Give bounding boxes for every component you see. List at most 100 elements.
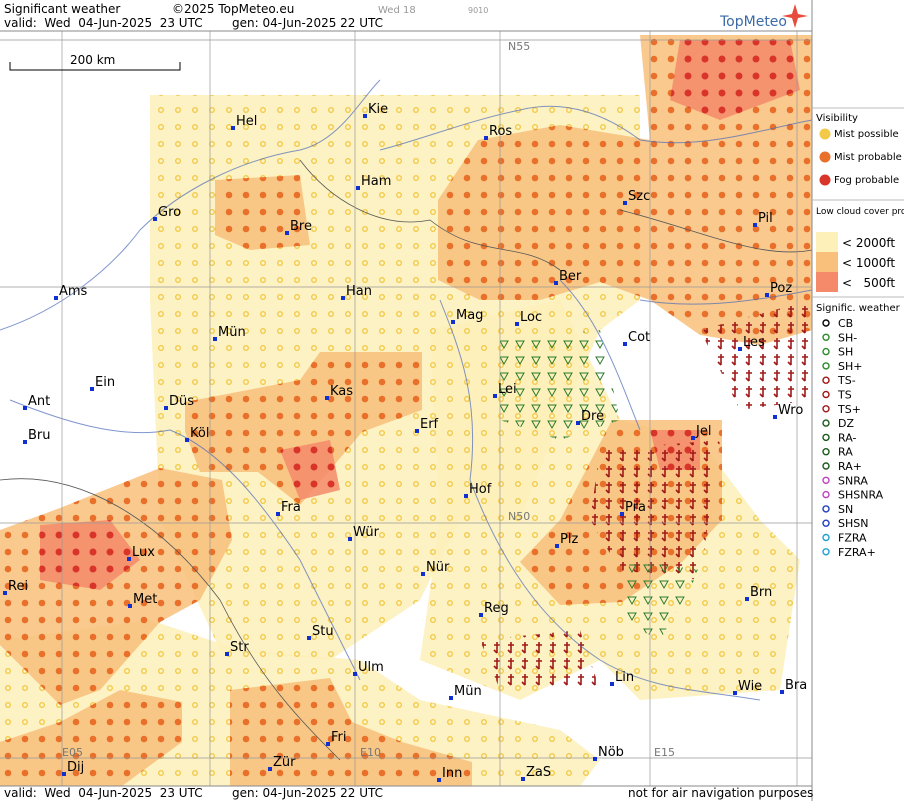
city-label: Loc	[520, 310, 542, 325]
city-marker	[90, 387, 94, 391]
logo-star	[782, 4, 808, 28]
weather-area	[230, 678, 472, 786]
grid-label: E15	[654, 746, 675, 759]
city-label: Reg	[484, 601, 509, 616]
city-label: Mün	[218, 325, 246, 340]
city-marker	[23, 440, 27, 444]
city-label: Ulm	[358, 660, 384, 675]
city-marker	[415, 429, 419, 433]
city-label: Ant	[28, 394, 50, 409]
city-label: Dre	[581, 409, 604, 424]
city-marker	[464, 494, 468, 498]
legend-label: SHSN	[838, 517, 868, 530]
legend-icon	[822, 548, 830, 556]
run: Wed 18	[378, 5, 416, 16]
legend-icon	[822, 490, 830, 499]
city-label: Wie	[738, 679, 762, 694]
scale-bar	[9, 62, 181, 71]
legend-swatch	[816, 272, 838, 292]
legend-icon	[822, 448, 830, 456]
city-label: Wür	[353, 525, 380, 540]
legend-icon	[822, 405, 830, 413]
city-marker	[276, 512, 280, 516]
city-marker	[225, 652, 229, 656]
city-marker	[620, 512, 624, 516]
legend-title: Visibility	[816, 113, 858, 124]
city-label: Düs	[169, 394, 194, 409]
scale-label: 200 km	[70, 53, 115, 67]
city-label: Poz	[770, 281, 792, 296]
footer-valid: valid: Wed 04-Jun-2025 23 UTC	[4, 786, 203, 800]
legend-label: < 500ft	[842, 276, 895, 290]
city-label: Brn	[750, 585, 772, 600]
city-label: Ham	[361, 174, 391, 189]
city-marker	[326, 742, 330, 746]
city-label: Zür	[273, 755, 296, 770]
city-label: Ros	[489, 124, 512, 139]
city-label: Stu	[312, 624, 334, 639]
legend-icon	[819, 174, 831, 186]
logo: TopMeteo	[719, 14, 787, 30]
legend-label: SN	[838, 503, 853, 516]
code: 9010	[468, 6, 488, 15]
legend-label: Fog probable	[834, 175, 899, 186]
city-label: Ber	[559, 269, 582, 284]
border	[0, 159, 813, 761]
legend-label: DZ	[838, 417, 854, 430]
city-label: ZaS	[526, 765, 551, 780]
city-marker	[213, 337, 217, 341]
city-label: Szc	[628, 189, 650, 204]
city-label: Mün	[454, 684, 482, 699]
city-marker	[421, 572, 425, 576]
legend-label: SHSNRA	[838, 489, 884, 502]
legend-label: FZRA+	[838, 546, 876, 559]
city-marker	[691, 436, 695, 440]
city-marker	[437, 778, 441, 782]
city-marker	[164, 406, 168, 410]
city-marker	[185, 438, 189, 442]
city-label: Kas	[330, 384, 353, 399]
city-marker	[765, 293, 769, 297]
city-label: Str	[230, 640, 249, 655]
legend-icon	[822, 347, 830, 356]
weather-area	[500, 330, 620, 440]
legend-icon	[819, 151, 831, 163]
city-label: Les	[743, 335, 765, 350]
weather-area	[590, 440, 720, 580]
city-marker	[773, 415, 777, 419]
city-marker	[623, 342, 627, 346]
city-label: Rei	[8, 579, 28, 594]
city-marker	[449, 696, 453, 700]
generated: gen: 04-Jun-2025 22 UTC	[232, 16, 383, 30]
city-label: Kie	[368, 102, 388, 117]
weather-area	[0, 690, 182, 786]
weather-area	[670, 40, 800, 120]
legend-icon	[819, 128, 831, 140]
city-marker	[555, 544, 559, 548]
city-label: Wro	[778, 403, 803, 418]
city-label: Pra	[625, 500, 646, 515]
grid-label: N55	[508, 40, 530, 53]
weather-area	[700, 300, 812, 410]
city-label: Lei	[498, 382, 517, 397]
city-marker	[738, 347, 742, 351]
copyright: ©2025 TopMeteo.eu	[172, 2, 294, 16]
city-label: Lin	[615, 670, 634, 685]
city-marker	[521, 777, 525, 781]
legend-title: Signific. weather	[816, 303, 901, 314]
weather-area	[620, 560, 700, 640]
weather-area	[40, 520, 140, 590]
legend-label: SNRA	[838, 474, 868, 487]
legend-label: RA+	[838, 460, 862, 473]
city-marker	[356, 186, 360, 190]
city-label: Ein	[95, 375, 115, 390]
city-label: Cot	[628, 330, 650, 345]
legend: Visibility Mist possible Mist probable Fog …	[812, 107, 904, 559]
city-marker	[54, 296, 58, 300]
legend-label: < 1000ft	[842, 256, 895, 270]
legend-icon	[822, 362, 830, 370]
city-label: Gro	[158, 205, 181, 220]
legend-label: TS-	[837, 374, 856, 387]
city-label: Inn	[442, 766, 462, 781]
city-label: Hel	[236, 114, 257, 129]
